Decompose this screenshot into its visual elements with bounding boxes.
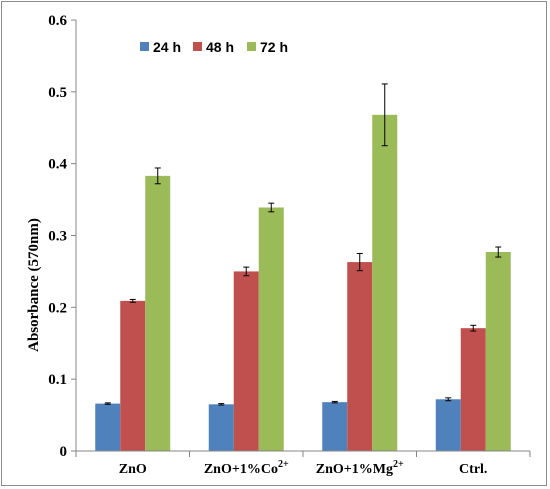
- bar: [208, 404, 234, 451]
- y-tick-label: 0.4: [48, 157, 67, 173]
- bar: [460, 328, 486, 451]
- legend-swatch: [140, 42, 149, 51]
- legend-label: 24 h: [153, 39, 181, 55]
- bar: [322, 402, 348, 451]
- bar: [485, 252, 511, 451]
- bar: [233, 271, 259, 451]
- bar: [435, 399, 461, 451]
- y-tick-label: 0.3: [48, 229, 67, 245]
- bar: [145, 175, 171, 451]
- legend-swatch: [247, 42, 256, 51]
- bar: [120, 300, 146, 451]
- category-superscript: 2+: [393, 459, 404, 470]
- y-tick-label: 0: [60, 444, 68, 460]
- legend-label: 72 h: [260, 39, 288, 55]
- y-tick-label: 0.6: [48, 13, 67, 29]
- bar: [372, 114, 398, 451]
- legend-label: 48 h: [206, 39, 234, 55]
- legend-swatch: [193, 42, 202, 51]
- x-category-label: ZnO: [119, 462, 147, 477]
- category-superscript: 2+: [278, 459, 289, 470]
- bar: [95, 403, 121, 451]
- x-axis: ZnO ZnO+1%Co2+ ZnO+1%Mg2+ Ctrl.: [75, 450, 531, 477]
- category-name: ZnO: [119, 462, 147, 477]
- legend: 24 h 48 h 72 h: [140, 39, 288, 55]
- x-category-label: Ctrl.: [459, 462, 487, 477]
- bars: [95, 83, 511, 451]
- y-tick-label: 0.5: [48, 85, 67, 101]
- bar: [258, 207, 284, 451]
- category-name: Ctrl.: [459, 462, 487, 477]
- x-category-label: ZnO+1%Mg2+: [316, 459, 404, 477]
- y-axis-title: Absorbance (570nm): [26, 218, 42, 352]
- bar: [347, 262, 373, 451]
- y-tick-label: 0.2: [48, 300, 67, 316]
- category-name: ZnO+1%Mg: [316, 462, 393, 477]
- y-axis: 0 0.1 0.2 0.3 0.4 0.5 0.6: [48, 13, 77, 460]
- y-tick-label: 0.1: [48, 372, 67, 388]
- category-name: ZnO+1%Co: [204, 462, 278, 477]
- x-category-label: ZnO+1%Co2+: [204, 459, 289, 477]
